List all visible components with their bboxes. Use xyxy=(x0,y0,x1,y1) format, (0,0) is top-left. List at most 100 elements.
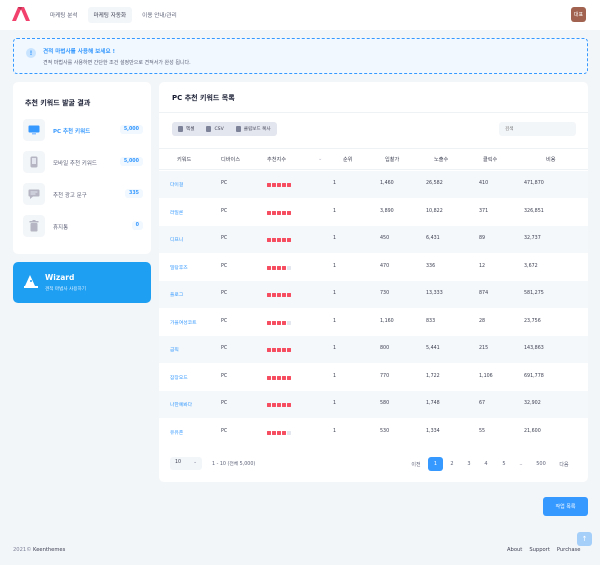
cell-rank: 1 xyxy=(333,263,337,269)
notice-text: 견적 마법사를 사용하면 간단한 조건 설정만으로 견적서가 완성 됩니다. xyxy=(43,60,191,66)
score-bar xyxy=(267,293,271,297)
logo-icon[interactable] xyxy=(12,7,30,21)
cell-bid: 1,160 xyxy=(380,318,394,324)
count-badge: 335 xyxy=(124,189,143,198)
cell-clicks: 55 xyxy=(479,428,486,434)
score-bar xyxy=(282,265,286,270)
score-bar xyxy=(287,183,291,187)
message-icon xyxy=(23,183,45,205)
page-button-1[interactable]: 1 xyxy=(428,457,443,471)
nav-item-guide[interactable]: 이용 안내/관리 xyxy=(142,13,177,19)
clipboard-icon xyxy=(235,126,241,132)
column-header-bid[interactable]: 입찰가 xyxy=(385,157,400,163)
chevron-down-icon: ⌄ xyxy=(193,460,197,465)
job-list-button[interactable]: 작업 목록 xyxy=(543,497,588,516)
cell-bid: 530 xyxy=(380,428,390,434)
cell-keyword[interactable]: 잠장오드 xyxy=(170,375,188,381)
score-bar xyxy=(287,238,291,242)
copy-clipboard-button[interactable]: 클립보드 복사 xyxy=(230,122,277,136)
footer-link-purchase[interactable]: Purchase xyxy=(556,547,581,553)
score-bar xyxy=(272,320,276,325)
nav-item-automation[interactable]: 마케팅 자동화 xyxy=(87,7,133,23)
column-header-clicks[interactable]: 클릭수 xyxy=(483,157,498,163)
score-bar xyxy=(282,210,286,215)
score-bar xyxy=(287,265,291,270)
cell-keyword[interactable]: 밀탕후즈 xyxy=(170,265,188,271)
score-bars xyxy=(267,320,291,325)
cell-device: PC xyxy=(221,318,228,324)
next-page-button[interactable]: 다음 xyxy=(559,461,569,468)
cell-device: PC xyxy=(221,428,228,434)
score-bar xyxy=(272,348,276,352)
cell-keyword[interactable]: 금픽 xyxy=(170,348,179,353)
top-nav: 마케팅 분석 마케팅 자동화 이용 안내/관리 xyxy=(44,7,183,23)
score-bar xyxy=(267,403,271,407)
cell-device: PC xyxy=(221,263,228,269)
score-bar xyxy=(282,375,286,380)
sort-icon[interactable]: ⌄ xyxy=(318,156,323,162)
score-bar xyxy=(267,210,271,215)
table-row: 나한예봐다 PC 1 580 1,748 67 32,902 xyxy=(159,391,588,418)
column-header-cost[interactable]: 비용 xyxy=(546,157,556,163)
user-avatar[interactable]: 대표 xyxy=(571,7,586,22)
cell-impressions: 833 xyxy=(426,318,436,324)
cell-impressions: 26,582 xyxy=(426,181,443,186)
column-header-impressions[interactable]: 노출수 xyxy=(434,157,449,163)
keyword-table-card: PC 추천 키워드 목록 엑셀 CSV 클립보드 복사 키워드 디바이스 추천지… xyxy=(159,82,588,482)
cell-keyword[interactable]: 가을여성코트 xyxy=(170,320,197,326)
cell-keyword[interactable]: 플로그 xyxy=(170,293,184,298)
cell-keyword[interactable]: 유유존 xyxy=(170,430,184,436)
score-bars xyxy=(267,375,291,380)
cell-clicks: 67 xyxy=(479,401,486,406)
cell-bid: 730 xyxy=(380,291,390,296)
scroll-top-button[interactable]: ↑ xyxy=(577,532,592,546)
table-row: 유유존 PC 1 530 1,334 55 21,600 xyxy=(159,419,588,446)
cell-cost: 581,275 xyxy=(524,291,544,296)
sidebar-item-mobile-keywords[interactable]: 모바일 추천 키워드 5,000 xyxy=(23,151,143,175)
column-header-rank[interactable]: 순위 xyxy=(343,157,353,163)
cell-bid: 800 xyxy=(380,346,390,351)
sidebar-item-ad-copy[interactable]: 추천 광고 문구 335 xyxy=(23,183,143,207)
search-input[interactable] xyxy=(499,122,576,136)
export-csv-button[interactable]: CSV xyxy=(200,122,229,136)
score-bar xyxy=(282,293,286,297)
sidebar-item-trash[interactable]: 휴지통 0 xyxy=(23,215,143,239)
page-button-500[interactable]: 500 xyxy=(536,461,546,467)
wizard-card[interactable]: Wizard 견적 마법사 사용하기 xyxy=(13,262,151,303)
score-bar xyxy=(267,375,271,380)
sidebar-item-label: 휴지통 xyxy=(53,225,69,231)
page-size-select[interactable]: 10 ⌄ xyxy=(170,457,202,470)
footer-brand-link[interactable]: Keenthemes xyxy=(33,547,66,553)
column-header-keyword[interactable]: 키워드 xyxy=(177,157,192,163)
nav-item-analysis[interactable]: 마케팅 분석 xyxy=(50,13,78,19)
cell-cost: 143,863 xyxy=(524,346,544,351)
score-bar xyxy=(277,403,281,407)
export-excel-button[interactable]: 엑셀 xyxy=(172,122,200,136)
cell-keyword[interactable]: 라일론 xyxy=(170,210,184,216)
column-header-device[interactable]: 디바이스 xyxy=(221,157,241,163)
cell-keyword[interactable]: 나한예봐다 xyxy=(170,403,193,408)
cell-keyword[interactable]: 다이걸 xyxy=(170,183,184,188)
page-button-2[interactable]: 2 xyxy=(450,461,454,467)
cell-cost: 32,902 xyxy=(524,401,541,406)
export-button-group: 엑셀 CSV 클립보드 복사 xyxy=(172,122,277,136)
cell-rank: 1 xyxy=(333,291,337,296)
cell-cost: 471,870 xyxy=(524,181,544,186)
page-button-4[interactable]: 4 xyxy=(484,461,488,467)
score-bars xyxy=(267,430,291,435)
sidebar-item-pc-keywords[interactable]: PC 추천 키워드 5,000 xyxy=(23,119,143,143)
footer-link-about[interactable]: About xyxy=(507,547,523,553)
column-header-score[interactable]: 추천지수 xyxy=(267,157,287,163)
page-button-5[interactable]: 5 xyxy=(502,461,506,467)
cell-device: PC xyxy=(221,373,228,379)
score-bar xyxy=(272,375,276,380)
top-header: 마케팅 분석 마케팅 자동화 이용 안내/관리 대표 xyxy=(0,0,600,30)
count-badge: 5,000 xyxy=(119,125,143,134)
score-bar xyxy=(272,183,276,187)
page-button-3[interactable]: 3 xyxy=(467,461,471,467)
info-icon: ! xyxy=(26,48,36,58)
prev-page-button[interactable]: 이전 xyxy=(411,461,421,468)
footer-link-support[interactable]: Support xyxy=(529,547,550,553)
score-bars xyxy=(267,348,291,352)
cell-keyword[interactable]: 디프니 xyxy=(170,238,184,243)
